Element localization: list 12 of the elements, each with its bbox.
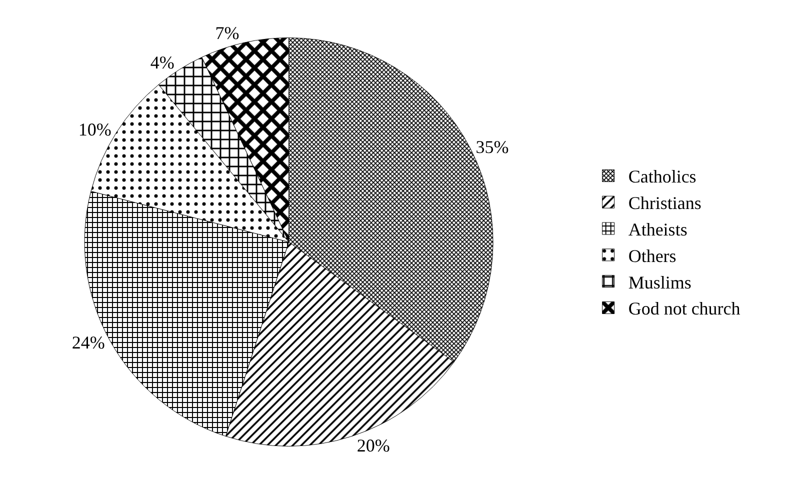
data-label: 10% [78, 120, 112, 140]
legend-label: Muslims [628, 272, 692, 292]
data-label: 4% [150, 52, 174, 72]
legend-label: Catholics [628, 166, 696, 187]
legend-label: Others [628, 246, 676, 266]
data-label: 24% [72, 332, 105, 353]
legend-label: Christians [628, 193, 702, 214]
data-label: 35% [476, 137, 509, 158]
data-label: 20% [356, 435, 390, 456]
data-label: 7% [215, 23, 240, 44]
legend-label: Atheists [628, 220, 688, 240]
legend-label: God not church [628, 298, 740, 319]
